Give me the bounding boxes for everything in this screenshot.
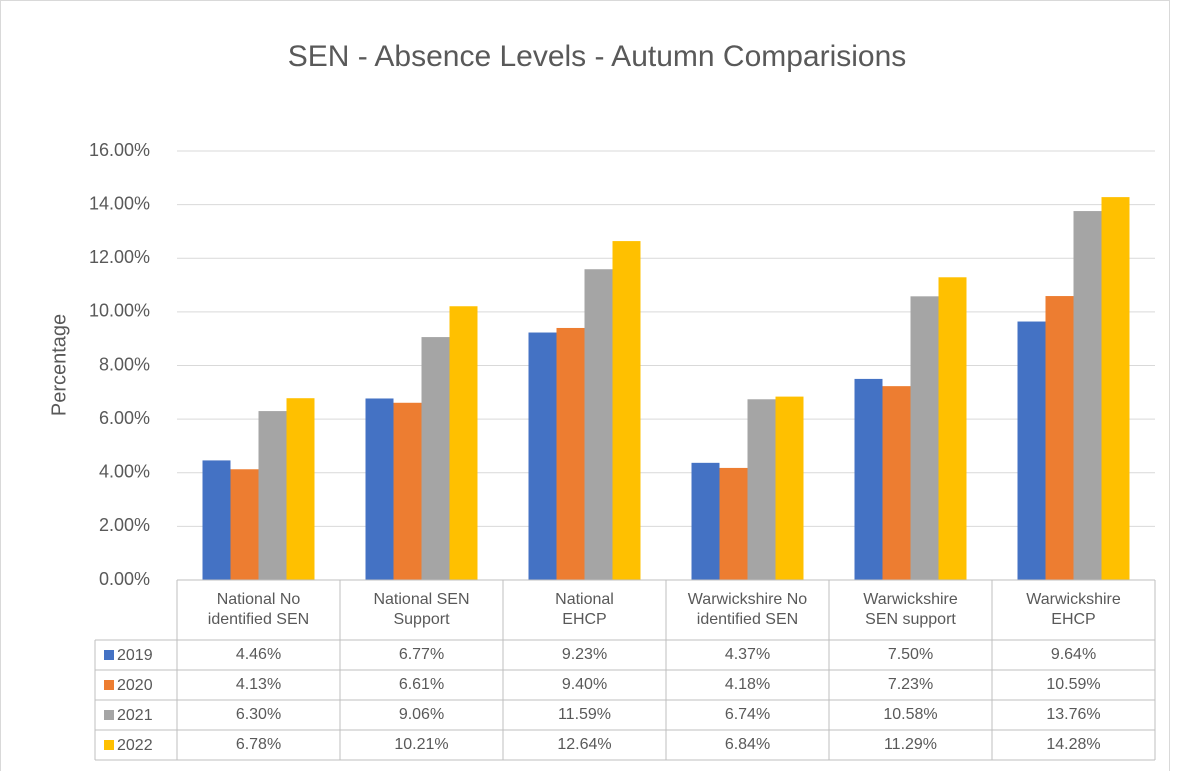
- bar: [910, 296, 939, 580]
- data-label: 6.61%: [398, 676, 445, 693]
- x-tick-label: Warwickshire EHCP: [1026, 591, 1121, 628]
- bar: [854, 378, 883, 580]
- data-label: 9.06%: [398, 706, 445, 723]
- data-label: 7.23%: [887, 676, 934, 693]
- legend-swatch: [104, 740, 114, 750]
- y-tick-label: 10.00%: [89, 301, 150, 321]
- bar: [747, 399, 776, 580]
- y-tick-label: 14.00%: [89, 193, 150, 213]
- data-label: 6.74%: [724, 706, 771, 723]
- x-tick-label: National SEN Support: [373, 591, 470, 628]
- bar: [449, 306, 478, 580]
- bar: [612, 241, 641, 580]
- bar: [202, 460, 231, 580]
- bar: [584, 269, 613, 580]
- y-tick-label: 6.00%: [99, 408, 150, 428]
- bar: [556, 327, 585, 580]
- bar: [230, 469, 259, 580]
- legend-swatch: [104, 680, 114, 690]
- data-label: 12.64%: [557, 736, 612, 753]
- data-label: 4.37%: [724, 646, 771, 663]
- bar: [365, 398, 394, 580]
- bar: [1017, 321, 1046, 580]
- legend-swatch: [104, 710, 114, 720]
- y-tick-label: 2.00%: [99, 515, 150, 535]
- bar: [528, 332, 557, 580]
- data-label: 4.18%: [724, 676, 771, 693]
- bar: [286, 398, 315, 580]
- data-label: 9.64%: [1050, 646, 1097, 663]
- legend-swatch: [104, 650, 114, 660]
- data-label: 7.50%: [887, 646, 934, 663]
- data-label: 10.21%: [394, 736, 449, 753]
- data-label: 6.78%: [235, 736, 282, 753]
- bar: [393, 402, 422, 580]
- data-label: 6.30%: [235, 706, 282, 723]
- y-tick-label: 12.00%: [89, 247, 150, 267]
- data-label: 11.59%: [557, 706, 612, 723]
- bar: [421, 337, 450, 580]
- y-tick-label: 16.00%: [89, 140, 150, 160]
- data-label: 14.28%: [1046, 736, 1101, 753]
- y-tick-label: 0.00%: [99, 569, 150, 589]
- legend-label: 2021: [117, 707, 153, 724]
- bar: [882, 386, 911, 580]
- data-label: 10.59%: [1046, 676, 1101, 693]
- data-label: 4.13%: [235, 676, 282, 693]
- data-label: 11.29%: [883, 736, 938, 753]
- data-label: 4.46%: [235, 646, 282, 663]
- x-tick-label: Warwickshire SEN support: [863, 591, 958, 628]
- data-label: 6.77%: [398, 646, 445, 663]
- legend-label: 2019: [117, 647, 153, 664]
- y-axis-label: Percentage: [48, 314, 70, 416]
- data-label: 9.40%: [561, 676, 608, 693]
- data-label: 6.84%: [724, 736, 771, 753]
- bar: [1073, 211, 1102, 580]
- bar: [1045, 296, 1074, 580]
- data-label: 13.76%: [1046, 706, 1101, 723]
- x-tick-label: National No identified SEN: [207, 591, 310, 628]
- data-label: 9.23%: [561, 646, 608, 663]
- bar: [258, 411, 287, 580]
- bar: [691, 462, 720, 580]
- data-label: 10.58%: [883, 706, 938, 723]
- y-tick-label: 8.00%: [99, 354, 150, 374]
- bar: [775, 396, 804, 580]
- bar: [938, 277, 967, 580]
- x-tick-label: National EHCP: [555, 591, 614, 628]
- legend-label: 2020: [117, 677, 153, 694]
- chart-title: SEN - Absence Levels - Autumn Comparisio…: [288, 40, 907, 73]
- legend-label: 2022: [117, 737, 153, 754]
- bar: [719, 467, 748, 580]
- bar: [1101, 197, 1130, 580]
- x-tick-label: Warwickshire No identified SEN: [687, 591, 808, 628]
- y-tick-label: 4.00%: [99, 462, 150, 482]
